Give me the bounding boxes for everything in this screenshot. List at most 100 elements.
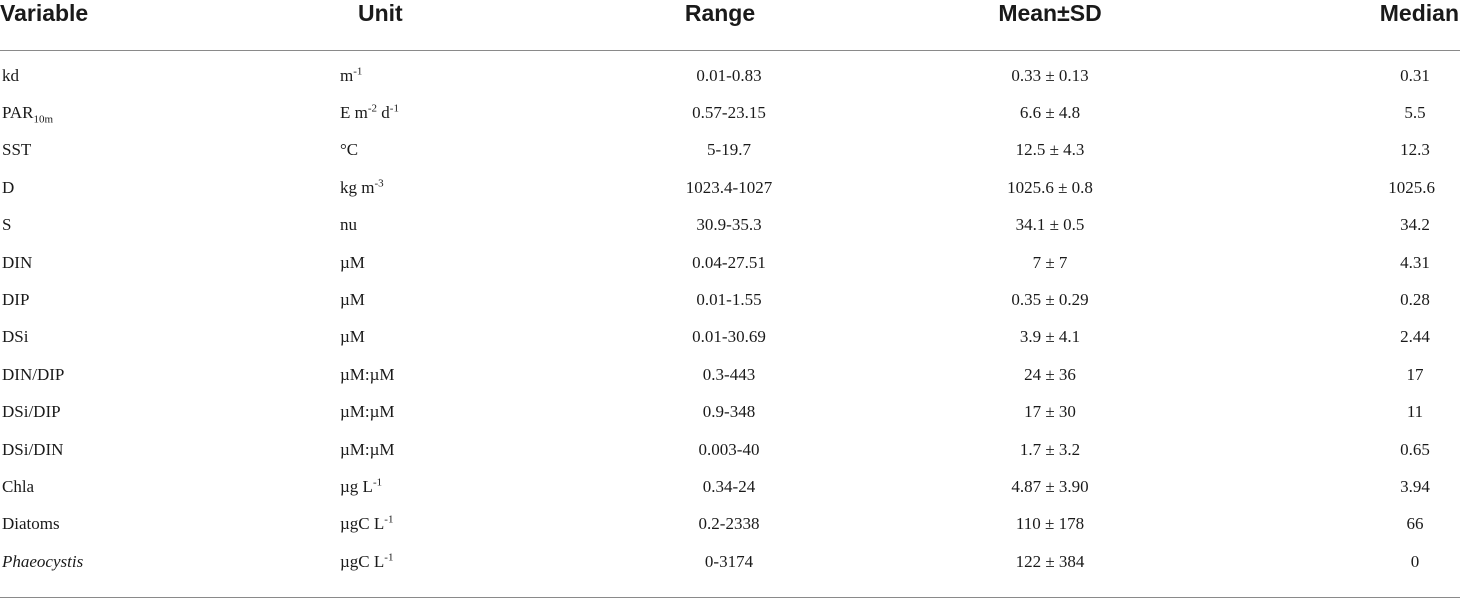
unit-superscript: -3 [374, 177, 384, 190]
cell-mean-sd: 34.1 ± 0.5 [1015, 215, 1085, 235]
cell-range: 30.9-35.3 [696, 215, 762, 235]
unit-text: µM [340, 290, 365, 310]
cell-unit: E m-2 d-1 [335, 94, 600, 131]
table-row: Chla µg L-1 0.34-24 4.87 ± 3.90 3.94 [0, 468, 1460, 505]
cell-range: 0.34-24 [702, 476, 756, 496]
median-value: 66 [1406, 514, 1424, 534]
variable-name: DIN/DIP [2, 364, 65, 384]
cell-range: 0.003-40 [698, 439, 760, 459]
variable-name: PAR [2, 103, 34, 123]
variable-name: DIP [2, 290, 30, 310]
cell-unit: µM [335, 244, 600, 281]
unit-text-2: d [377, 103, 390, 123]
cell-variable: S [0, 207, 335, 244]
cell-median: 12.3 [1260, 132, 1460, 169]
table-row: DIP µM 0.01-1.55 0.35 ± 0.29 0.28 [0, 281, 1460, 318]
variable-name: Chla [2, 476, 35, 496]
variable-name: Diatoms [2, 514, 60, 534]
cell-median: 1025.6 [1260, 169, 1460, 206]
data-table: Variable Unit Range Mean±SD Median kd m-1… [0, 0, 1460, 581]
median-value: 12.3 [1400, 140, 1430, 160]
cell-variable: DIN [0, 244, 335, 281]
cell-mean-sd: 6.6 ± 4.8 [1019, 103, 1081, 123]
median-value: 11 [1406, 402, 1424, 422]
median-value: 0 [1410, 551, 1420, 571]
cell-variable: DIP [0, 281, 335, 318]
cell-range: 0.01-0.83 [696, 65, 762, 85]
unit-text: E m [340, 103, 368, 123]
median-value: 2.44 [1400, 327, 1430, 347]
cell-unit: µM [335, 281, 600, 318]
header-median: Median [1260, 0, 1460, 51]
table-row: Diatoms µgC L-1 0.2-2338 110 ± 178 66 [0, 506, 1460, 543]
cell-variable: kd [0, 51, 335, 95]
cell-unit: °C [335, 132, 600, 169]
unit-text: µgC L [340, 551, 385, 571]
header-variable: Variable [0, 0, 335, 51]
unit-superscript: -1 [384, 551, 394, 564]
header-mean-sd: Mean±SD [840, 0, 1260, 51]
cell-median: 11 [1260, 394, 1460, 431]
median-value: 1025.6 [1388, 177, 1435, 197]
table-row: DIN µM 0.04-27.51 7 ± 7 4.31 [0, 244, 1460, 281]
median-value: 0.65 [1400, 439, 1430, 459]
cell-mean-sd: 0.33 ± 0.13 [1011, 65, 1089, 85]
unit-text: m [340, 65, 354, 85]
cell-unit: µg L-1 [335, 468, 600, 505]
unit-text: µgC L [340, 514, 385, 534]
header-unit: Unit [335, 0, 600, 51]
cell-variable: DIN/DIP [0, 356, 335, 393]
cell-unit: nu [335, 207, 600, 244]
variable-name: D [2, 177, 15, 197]
unit-superscript: -1 [372, 476, 383, 489]
cell-range: 0.9-348 [702, 402, 756, 422]
variable-name: DIN [2, 252, 33, 272]
cell-range: 5-19.7 [707, 140, 751, 160]
table-row: DSi/DIP µM:µM 0.9-348 17 ± 30 11 [0, 394, 1460, 431]
header-row: Variable Unit Range Mean±SD Median [0, 0, 1460, 51]
cell-range: 0.04-27.51 [692, 252, 766, 272]
cell-median: 34.2 [1260, 207, 1460, 244]
median-value: 0.28 [1400, 290, 1430, 310]
variable-name: kd [2, 65, 19, 85]
table-row: Phaeocystis µgC L-1 0-3174 122 ± 384 0 [0, 543, 1460, 580]
cell-variable: Chla [0, 468, 335, 505]
cell-variable: Diatoms [0, 506, 335, 543]
unit-text: µM:µM [340, 364, 395, 384]
cell-variable: DSi/DIN [0, 431, 335, 468]
cell-mean-sd: 110 ± 178 [1015, 514, 1085, 534]
cell-unit: µM:µM [335, 394, 600, 431]
cell-range: 0.3-443 [702, 364, 756, 384]
cell-unit: µM [335, 319, 600, 356]
cell-unit: µgC L-1 [335, 543, 600, 580]
cell-median: 66 [1260, 506, 1460, 543]
cell-range: 0.57-23.15 [692, 103, 766, 123]
table-body: kd m-1 0.01-0.83 0.33 ± 0.13 0.31 PAR10m E m-2… [0, 51, 1460, 581]
cell-range: 1023.4-1027 [685, 177, 773, 197]
cell-median: 3.94 [1260, 468, 1460, 505]
median-value: 0.31 [1400, 65, 1430, 85]
unit-text: °C [340, 140, 359, 160]
cell-median: 0 [1260, 543, 1460, 580]
bottom-rule [0, 597, 1460, 598]
unit-superscript: -1 [384, 513, 394, 526]
cell-range: 0-3174 [704, 551, 754, 571]
unit-text: µM:µM [340, 439, 395, 459]
median-value: 34.2 [1400, 215, 1430, 235]
unit-superscript: -2 [367, 102, 378, 115]
cell-median: 5.5 [1260, 94, 1460, 131]
cell-mean-sd: 12.5 ± 4.3 [1015, 140, 1085, 160]
variable-name: DSi [2, 327, 29, 347]
cell-mean-sd: 4.87 ± 3.90 [1011, 476, 1089, 496]
median-value: 4.31 [1400, 252, 1430, 272]
cell-unit: m-1 [335, 51, 600, 95]
cell-range: 0.2-2338 [698, 514, 760, 534]
table-row: DSi/DIN µM:µM 0.003-40 1.7 ± 3.2 0.65 [0, 431, 1460, 468]
variable-name: S [2, 215, 12, 235]
cell-variable: DSi [0, 319, 335, 356]
median-value: 5.5 [1404, 103, 1426, 123]
cell-unit: µM:µM [335, 431, 600, 468]
unit-text: µg L [340, 476, 373, 496]
cell-range: 0.01-1.55 [696, 290, 762, 310]
